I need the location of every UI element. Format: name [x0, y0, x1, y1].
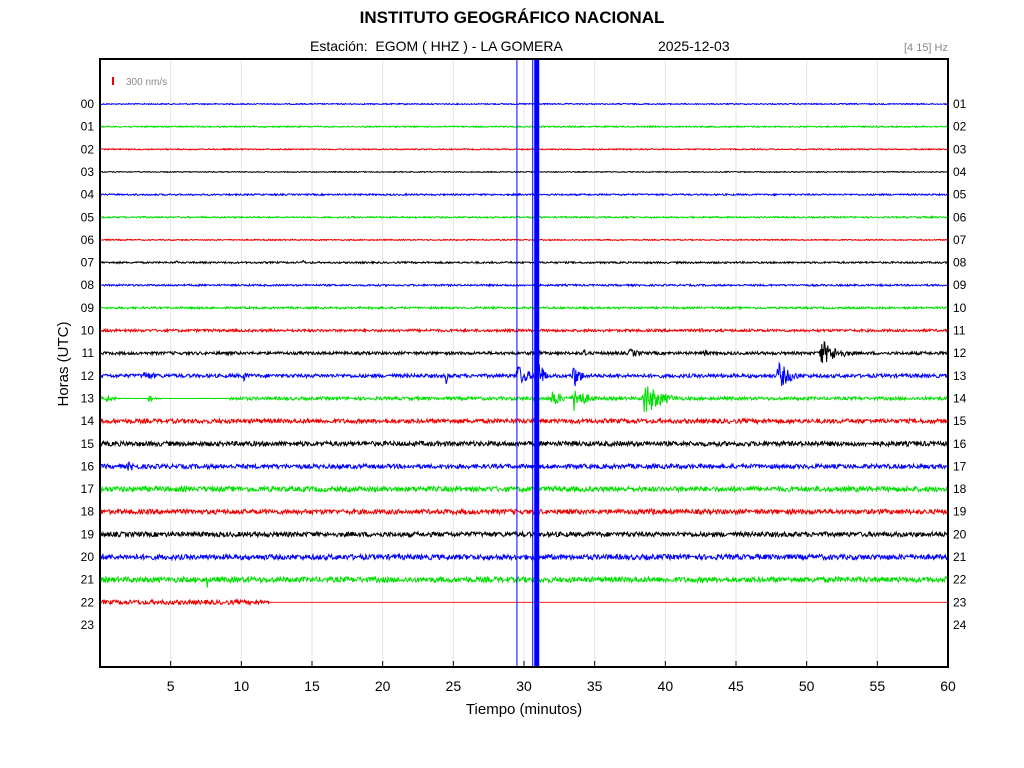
trace-hour-18	[99, 507, 949, 517]
trace-layer	[99, 102, 949, 607]
left-hour-label: 06	[81, 233, 95, 247]
trace-hour-04	[99, 192, 948, 197]
left-hour-label: 14	[81, 414, 95, 428]
vertical-artifact-thick	[534, 59, 540, 667]
right-hour-label: 01	[953, 97, 967, 111]
trace-hour-13	[99, 386, 949, 412]
right-hour-labels: 01 02 03 04 05 06 07 08 09 10 11 12 13 14 15 16 17 18 19 20…	[953, 97, 967, 632]
x-tick-label: 45	[728, 678, 744, 694]
right-hour-label: 23	[953, 595, 967, 609]
trace-hour-10	[99, 317, 949, 334]
right-hour-label: 07	[953, 233, 967, 247]
left-hour-label: 20	[81, 550, 95, 564]
left-hour-label: 01	[81, 120, 95, 134]
right-hour-label: 15	[953, 414, 967, 428]
left-hour-label: 15	[81, 437, 95, 451]
left-hour-label: 12	[81, 369, 95, 383]
left-hour-label: 02	[81, 142, 95, 156]
right-hour-label: 13	[953, 369, 967, 383]
right-hour-label: 09	[953, 278, 967, 292]
left-hour-label: 09	[81, 301, 95, 315]
chart-title: INSTITUTO GEOGRÁFICO NACIONAL	[359, 8, 665, 27]
x-tick-label: 55	[870, 678, 886, 694]
trace-hour-00	[99, 102, 949, 106]
left-hour-label: 07	[81, 256, 95, 270]
trace-hour-06	[99, 238, 949, 242]
artifact-layer	[516, 59, 540, 667]
trace-hour-16	[99, 461, 949, 471]
trace-hour-22	[99, 598, 270, 607]
right-hour-label: 16	[953, 437, 967, 451]
right-hour-label: 17	[953, 459, 967, 473]
right-hour-label: 10	[953, 301, 967, 315]
right-hour-label: 04	[953, 165, 967, 179]
x-axis-ticks: 5 10 15 20 25 30 35 40 45 50 55 60	[167, 661, 956, 694]
right-hour-label: 14	[953, 391, 967, 405]
trace-hour-17	[99, 484, 949, 494]
trace-hour-02	[99, 147, 949, 151]
x-tick-label: 25	[446, 678, 462, 694]
left-hour-label: 23	[81, 618, 95, 632]
trace-hour-21	[99, 575, 949, 588]
scale-bar-label: 300 nm/s	[126, 77, 167, 88]
right-hour-label: 21	[953, 550, 967, 564]
trace-hour-03	[99, 170, 949, 174]
right-hour-label: 22	[953, 573, 967, 587]
filter-band-label: [4 15] Hz	[903, 42, 948, 54]
trace-hour-14	[99, 416, 949, 426]
x-tick-label: 40	[658, 678, 674, 694]
trace-hour-05	[99, 215, 948, 220]
right-hour-label: 03	[953, 142, 967, 156]
trace-hour-09	[99, 305, 948, 311]
left-hour-labels: 00 01 02 03 04 05 06 07 08 09 10 11 12 13 14 15 16 17 18 19…	[81, 97, 95, 632]
trace-hour-11	[99, 340, 949, 364]
right-hour-label: 02	[953, 120, 967, 134]
left-hour-label: 17	[81, 482, 95, 496]
left-hour-label: 00	[81, 97, 95, 111]
grid-layer	[170, 59, 878, 667]
left-hour-label: 19	[81, 527, 95, 541]
left-hour-label: 05	[81, 210, 95, 224]
left-hour-label: 03	[81, 165, 95, 179]
x-tick-label: 10	[234, 678, 250, 694]
right-hour-label: 20	[953, 527, 967, 541]
trace-hour-01	[99, 124, 949, 129]
right-hour-label: 12	[953, 346, 967, 360]
trace-hour-07	[99, 259, 948, 265]
scale-bar: 300 nm/s	[112, 77, 167, 88]
left-hour-label: 04	[81, 188, 95, 202]
right-hour-label: 05	[953, 188, 967, 202]
left-hour-label: 16	[81, 459, 95, 473]
x-tick-label: 60	[940, 678, 956, 694]
right-hour-label: 11	[953, 324, 966, 338]
trace-hour-12	[99, 361, 949, 388]
date-label: 2025-12-03	[658, 38, 730, 54]
right-hour-label: 24	[953, 618, 967, 632]
left-hour-label: 22	[81, 595, 95, 609]
x-tick-label: 35	[587, 678, 603, 694]
x-tick-label: 20	[375, 678, 391, 694]
left-hour-label: 08	[81, 278, 95, 292]
right-hour-label: 08	[953, 256, 967, 270]
right-hour-label: 19	[953, 505, 967, 519]
trace-hour-20	[99, 552, 949, 562]
left-hour-label: 21	[81, 573, 95, 587]
station-label: Estación: EGOM ( HHZ ) - LA GOMERA	[310, 38, 563, 54]
left-hour-label: 18	[81, 505, 95, 519]
y-axis-title: Horas (UTC)	[55, 321, 72, 406]
x-tick-label: 5	[167, 678, 175, 694]
x-tick-label: 15	[304, 678, 320, 694]
trace-hour-19	[99, 530, 948, 539]
trace-hour-08	[99, 282, 949, 288]
left-hour-label: 13	[81, 391, 95, 405]
right-hour-label: 06	[953, 210, 967, 224]
left-hour-label: 11	[82, 346, 95, 360]
left-hour-label: 10	[81, 324, 95, 338]
trace-hour-15	[99, 439, 949, 448]
x-tick-label: 30	[516, 678, 532, 694]
right-hour-label: 18	[953, 482, 967, 496]
x-axis-title: Tiempo (minutos)	[466, 701, 582, 718]
x-tick-label: 50	[799, 678, 815, 694]
